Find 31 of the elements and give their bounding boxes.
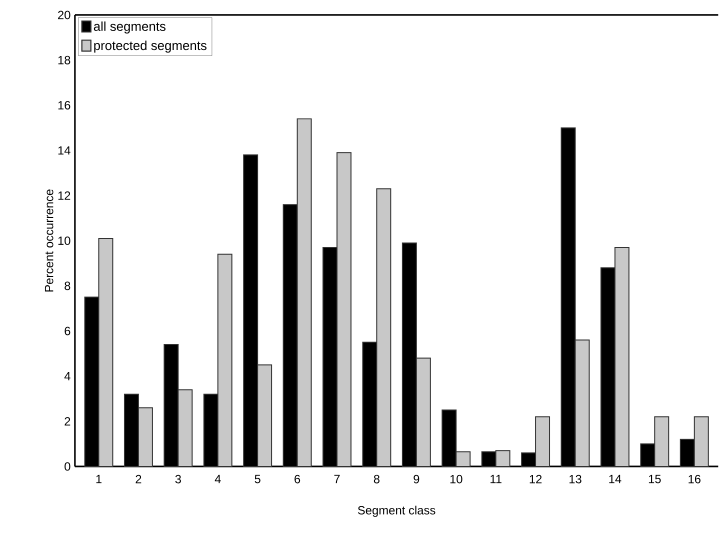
y-tick-label: 8 [64,281,70,290]
x-tick-label: 5 [254,474,260,484]
y-tick-label: 2 [64,416,70,426]
x-tick-label: 16 [688,474,700,484]
y-tick-label: 4 [64,372,70,380]
legend-label: all segments [94,21,166,34]
x-tick-label: 6 [294,474,300,484]
y-axis-title: Percent occurrence [44,189,54,292]
x-tick-label: 14 [609,474,622,483]
y-tick-label: 14 [58,146,70,154]
x-tick-label: 15 [648,474,661,484]
legend-label: protected segments [94,40,206,52]
x-tick-label: 8 [374,474,380,484]
y-tick-label: 18 [58,56,70,64]
x-tick-label: 10 [450,474,462,484]
y-tick-label: 0 [64,462,70,471]
y-tick-label: 6 [64,326,70,336]
y-tick-label: 10 [58,236,70,245]
x-tick-label: 3 [175,474,181,484]
x-tick-label: 9 [414,474,420,484]
x-tick-label: 7 [334,474,340,483]
x-tick-label: 4 [214,474,221,483]
y-tick-label: 12 [58,191,70,200]
x-tick-label: 1 [96,474,102,483]
y-tick-label: 20 [58,10,70,20]
x-tick-label: 11 [490,474,502,483]
x-tick-label: 13 [570,474,582,484]
x-tick-label: 12 [530,474,542,484]
x-tick-label: 2 [136,474,142,484]
y-tick-label: 16 [58,100,70,110]
x-axis-title: Segment class [358,506,436,517]
